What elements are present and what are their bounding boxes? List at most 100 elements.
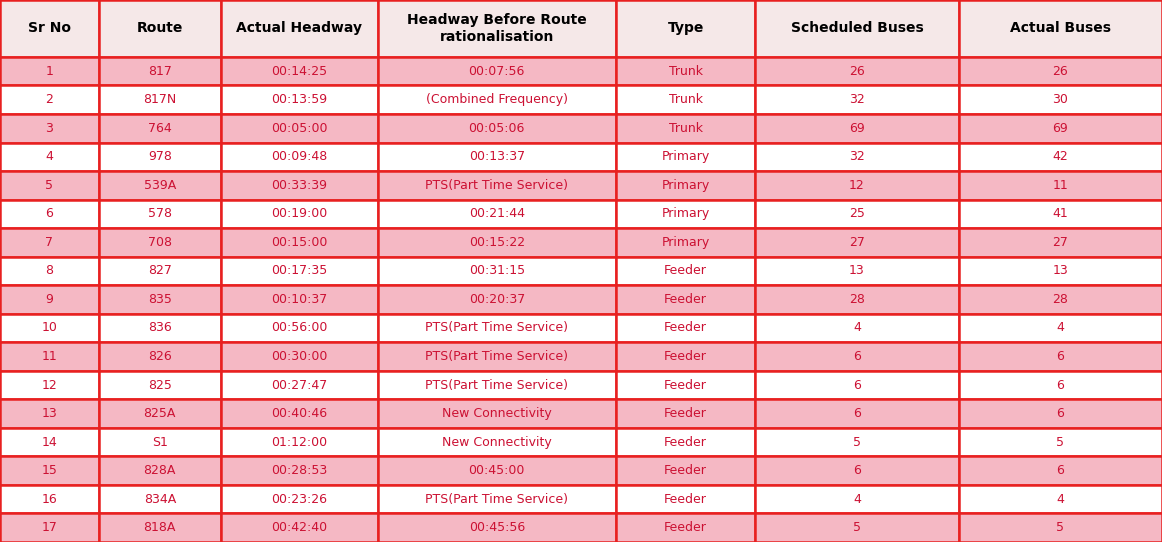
Text: 834A: 834A: [144, 493, 175, 506]
Bar: [755, 399, 959, 428]
Bar: [0, 513, 99, 542]
Bar: [221, 399, 378, 428]
Bar: [755, 456, 959, 485]
Bar: [221, 199, 378, 228]
Text: 3: 3: [45, 122, 53, 135]
Bar: [378, 228, 616, 257]
Bar: [755, 314, 959, 342]
Text: 00:40:46: 00:40:46: [271, 407, 328, 420]
Bar: [959, 171, 1162, 199]
Bar: [616, 428, 755, 456]
Bar: [99, 171, 221, 199]
Bar: [959, 57, 1162, 86]
Text: 708: 708: [148, 236, 172, 249]
Text: Feeder: Feeder: [665, 378, 706, 391]
Text: 16: 16: [42, 493, 57, 506]
Bar: [0, 57, 99, 86]
Text: 00:17:35: 00:17:35: [271, 264, 328, 278]
Text: PTS(Part Time Service): PTS(Part Time Service): [425, 493, 568, 506]
Text: 5: 5: [1056, 436, 1064, 449]
Text: 539A: 539A: [144, 179, 175, 192]
Text: Trunk: Trunk: [668, 64, 703, 78]
Text: 578: 578: [148, 208, 172, 221]
Bar: [0, 199, 99, 228]
Bar: [616, 371, 755, 399]
Text: New Connectivity: New Connectivity: [442, 436, 552, 449]
Text: 00:45:56: 00:45:56: [468, 521, 525, 534]
Bar: [959, 228, 1162, 257]
Bar: [616, 199, 755, 228]
Text: 5: 5: [1056, 521, 1064, 534]
Text: Feeder: Feeder: [665, 493, 706, 506]
Bar: [99, 143, 221, 171]
Text: 00:23:26: 00:23:26: [271, 493, 328, 506]
Text: 30: 30: [1053, 93, 1068, 106]
Text: (Combined Frequency): (Combined Frequency): [425, 93, 568, 106]
Text: 6: 6: [853, 407, 861, 420]
Bar: [959, 257, 1162, 285]
Bar: [99, 257, 221, 285]
Bar: [616, 342, 755, 371]
Bar: [755, 285, 959, 314]
Bar: [755, 371, 959, 399]
Bar: [959, 114, 1162, 143]
Text: Route: Route: [137, 22, 182, 35]
Text: 6: 6: [853, 464, 861, 477]
Bar: [755, 86, 959, 114]
Text: 836: 836: [148, 321, 172, 334]
Text: 13: 13: [1053, 264, 1068, 278]
Bar: [755, 257, 959, 285]
Text: 9: 9: [45, 293, 53, 306]
Bar: [755, 513, 959, 542]
Text: 00:14:25: 00:14:25: [271, 64, 328, 78]
Text: 00:42:40: 00:42:40: [271, 521, 328, 534]
Bar: [959, 513, 1162, 542]
Bar: [99, 199, 221, 228]
Bar: [378, 143, 616, 171]
Bar: [378, 57, 616, 86]
Bar: [616, 456, 755, 485]
Text: 825A: 825A: [144, 407, 175, 420]
Text: 00:21:44: 00:21:44: [468, 208, 525, 221]
Bar: [378, 485, 616, 513]
Bar: [221, 0, 378, 57]
Bar: [99, 314, 221, 342]
Text: 00:31:15: 00:31:15: [468, 264, 525, 278]
Text: 4: 4: [1056, 321, 1064, 334]
Text: 42: 42: [1053, 150, 1068, 163]
Bar: [959, 428, 1162, 456]
Text: 26: 26: [1053, 64, 1068, 78]
Text: 00:45:00: 00:45:00: [468, 464, 525, 477]
Text: Primary: Primary: [661, 150, 710, 163]
Text: 15: 15: [42, 464, 57, 477]
Bar: [99, 399, 221, 428]
Bar: [755, 428, 959, 456]
Text: 00:13:59: 00:13:59: [271, 93, 328, 106]
Text: 4: 4: [1056, 493, 1064, 506]
Text: PTS(Part Time Service): PTS(Part Time Service): [425, 378, 568, 391]
Bar: [616, 228, 755, 257]
Text: 00:19:00: 00:19:00: [271, 208, 328, 221]
Text: 27: 27: [849, 236, 865, 249]
Bar: [959, 285, 1162, 314]
Bar: [755, 143, 959, 171]
Bar: [221, 428, 378, 456]
Bar: [959, 0, 1162, 57]
Text: 28: 28: [849, 293, 865, 306]
Bar: [959, 371, 1162, 399]
Text: 817N: 817N: [143, 93, 177, 106]
Bar: [959, 314, 1162, 342]
Text: 00:09:48: 00:09:48: [271, 150, 328, 163]
Text: 835: 835: [148, 293, 172, 306]
Bar: [755, 57, 959, 86]
Bar: [99, 114, 221, 143]
Text: Trunk: Trunk: [668, 93, 703, 106]
Bar: [0, 485, 99, 513]
Bar: [616, 143, 755, 171]
Text: 6: 6: [1056, 378, 1064, 391]
Text: 11: 11: [42, 350, 57, 363]
Bar: [221, 456, 378, 485]
Text: Feeder: Feeder: [665, 521, 706, 534]
Text: 69: 69: [849, 122, 865, 135]
Text: Feeder: Feeder: [665, 464, 706, 477]
